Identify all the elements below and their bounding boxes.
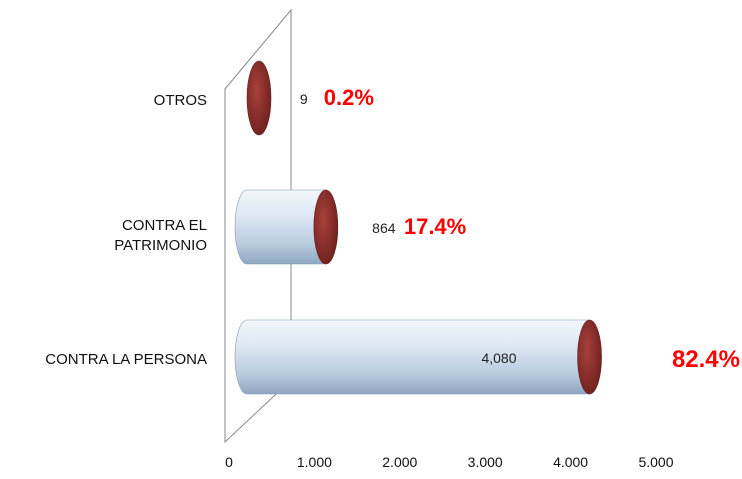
- bar-1: [246, 60, 272, 136]
- bars-layer: [234, 60, 602, 395]
- category-label: PATRIMONIO: [114, 237, 207, 254]
- percent-label: 17.4%: [404, 214, 466, 239]
- x-tick-label: 1.000: [297, 454, 332, 470]
- bar-body: [234, 319, 590, 395]
- category-label: CONTRA EL: [122, 217, 207, 234]
- bar-3: [234, 319, 602, 395]
- percent-label: 0.2%: [324, 85, 374, 110]
- x-tick-label: 2.000: [382, 454, 417, 470]
- x-tick-label: 3.000: [468, 454, 503, 470]
- category-label: OTROS: [154, 92, 207, 109]
- bar-2: [234, 189, 339, 265]
- value-label: 9: [300, 91, 308, 107]
- x-tick-label: 5.000: [638, 454, 673, 470]
- x-tick-label: 4.000: [553, 454, 588, 470]
- bar-body: [234, 189, 327, 265]
- bar-end-cap: [313, 189, 339, 265]
- x-tick-label: 0: [225, 454, 233, 470]
- labels-layer: OTROS 9 0.2% CONTRA EL PATRIMONIO 864 17.4% CON…: [45, 85, 740, 373]
- bar-end-cap: [246, 60, 272, 136]
- percent-label: 82.4%: [672, 346, 740, 373]
- value-label: 864: [372, 220, 396, 236]
- value-label: 4,080: [481, 350, 516, 366]
- bar-end-cap: [577, 319, 602, 395]
- x-axis-ticks: 0 1.000 2.000 3.000 4.000 5.000: [225, 454, 674, 470]
- category-label: CONTRA LA PERSONA: [45, 351, 207, 368]
